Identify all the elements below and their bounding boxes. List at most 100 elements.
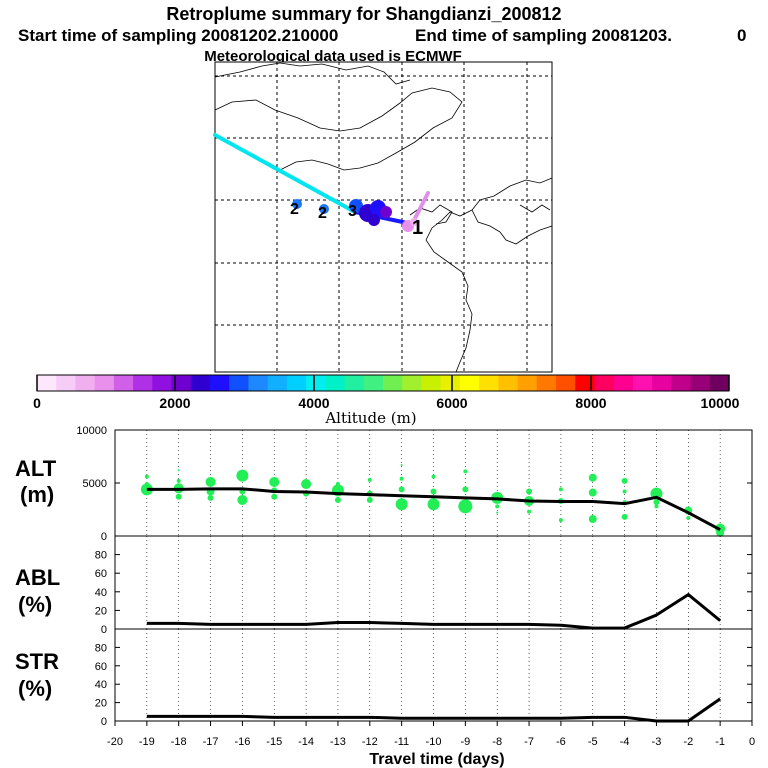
x-tick-label: -18: [171, 736, 187, 748]
altitude-point: [400, 463, 403, 466]
abl-panel-label: ABL: [15, 565, 60, 590]
map-label-day2b: 2: [318, 205, 327, 222]
x-tick-label: -4: [620, 736, 630, 748]
altitude-point: [430, 488, 437, 495]
x-tick-label: -17: [203, 736, 219, 748]
altitude-point: [558, 518, 563, 523]
y-tick-label: 20: [95, 605, 107, 617]
series-line: [146, 487, 721, 531]
colorbar-cell: [325, 375, 346, 391]
altitude-point: [399, 476, 404, 481]
colorbar-cell: [575, 375, 595, 391]
colorbar-tick-2000: 2000: [159, 395, 190, 411]
altitude-point: [335, 482, 340, 487]
colorbar-cell: [632, 375, 653, 391]
x-axis: -20 -19 -18 -17 -16 -15 -14 -13 -12 -11 -10 -9 -8 -7-…: [107, 721, 755, 748]
x-tick-label: -9: [460, 736, 470, 748]
altitude-point: [427, 498, 440, 511]
colorbar-cell: [671, 375, 692, 391]
colorbar-cell: [421, 375, 442, 391]
x-tick-label: -16: [234, 736, 250, 748]
colorbar-cell: [37, 375, 57, 391]
altitude-point: [398, 486, 405, 493]
alt-panel-unit: (m): [20, 482, 54, 507]
colorbar-cell: [594, 375, 615, 391]
x-tick-label: -5: [588, 736, 598, 748]
altitude-point: [144, 482, 149, 487]
colorbar-cell: [517, 375, 538, 391]
str-panel: STR (%) 0 20 40 60 80: [15, 628, 753, 728]
map-label-day3: 3: [348, 203, 357, 220]
altitude-point: [621, 513, 628, 520]
y-tick-label: 40: [95, 587, 107, 599]
colorbar-cell: [94, 375, 115, 391]
altitude-point: [205, 476, 216, 487]
colorbar-cell: [363, 375, 384, 391]
colorbar-tick-0: 0: [33, 395, 41, 411]
map-gridlines: [215, 62, 552, 372]
colorbar-cell: [652, 375, 672, 391]
altitude-point: [366, 496, 373, 503]
altitude-point: [654, 504, 659, 509]
x-tick-label: -8: [492, 736, 502, 748]
altitude-point: [367, 477, 372, 482]
x-tick-label: -7: [524, 736, 534, 748]
colorbar-tick-6000: 6000: [436, 395, 467, 411]
colorbar-cell: [210, 375, 230, 391]
colorbar-cell: [556, 375, 576, 391]
y-tick-label: 0: [101, 531, 107, 543]
colorbar-tick-8000: 8000: [575, 395, 606, 411]
colorbar-cell: [229, 375, 249, 391]
figure-title: Retroplume summary for Shangdianzi_20081…: [166, 4, 561, 24]
altitude-point: [301, 479, 312, 490]
altitude-point: [621, 477, 628, 484]
colorbar-cell: [383, 375, 403, 391]
altitude-point: [495, 504, 500, 509]
x-tick-label: 0: [749, 736, 755, 748]
altitude-point: [237, 494, 248, 505]
x-tick-label: -14: [298, 736, 314, 748]
altitude-point: [463, 469, 468, 474]
x-tick-label: -1: [715, 736, 725, 748]
alt-panel-label: ALT: [15, 456, 57, 481]
x-tick-label: -3: [652, 736, 662, 748]
altitude-point: [271, 493, 278, 500]
plume-clusters: [292, 199, 418, 232]
colorbar-cell: [75, 375, 96, 391]
altitude-point: [588, 488, 597, 497]
end-time-label: End time of sampling 20081203.: [415, 26, 672, 45]
abl-panel: ABL (%) 0 20 40 60 80: [15, 535, 753, 636]
colorbar-title: Altitude (m): [324, 409, 416, 427]
altitude-point: [207, 494, 214, 501]
y-tick-label: 80: [95, 550, 107, 562]
altitude-point: [334, 496, 341, 503]
altitude-point: [176, 478, 181, 483]
y-tick-label: 20: [95, 698, 107, 710]
altitude-point: [462, 486, 469, 493]
x-tick-label: -6: [556, 736, 566, 748]
altitude-point: [175, 493, 182, 500]
colorbar-cell: [690, 375, 711, 391]
altitude-point: [236, 469, 249, 482]
altitude-point: [558, 487, 563, 492]
start-time-label: Start time of sampling 20081202.210000: [18, 26, 338, 45]
met-data-label: Meteorological data used is ECMWF: [204, 48, 462, 65]
colorbar-cell: [171, 375, 192, 391]
track-cyan: [213, 133, 357, 214]
coastlines: [214, 62, 553, 373]
x-tick-label: -2: [683, 736, 693, 748]
colorbar-tick-4000: 4000: [298, 395, 329, 411]
colorbar-cell: [440, 375, 461, 391]
y-tick-label: 40: [95, 679, 107, 691]
alt-panel: ALT (m) 0 5000 10000: [15, 425, 753, 543]
colorbar-cell: [536, 375, 557, 391]
x-tick-label: -10: [426, 736, 442, 748]
colorbar-cell: [133, 375, 153, 391]
series-line: [146, 593, 722, 630]
colorbar-cell: [152, 375, 173, 391]
y-tick-label: 10000: [76, 425, 107, 437]
colorbar-cell: [613, 375, 634, 391]
x-tick-label: -20: [107, 736, 123, 748]
altitude-point: [653, 499, 660, 506]
